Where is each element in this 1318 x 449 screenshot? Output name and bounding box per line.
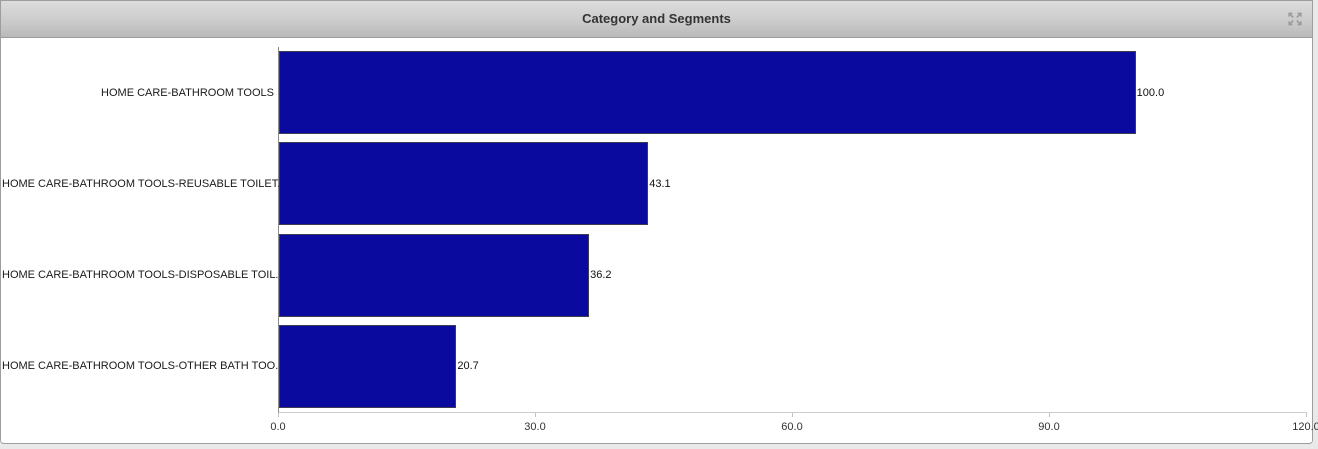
plot-area: HOME CARE-BATHROOM TOOLS 100.0 HOME CARE-B… xyxy=(2,47,1307,413)
bar[interactable] xyxy=(279,233,590,317)
bar[interactable] xyxy=(279,324,457,408)
expand-arrows-icon[interactable] xyxy=(1286,11,1304,27)
x-tick-mark xyxy=(1306,413,1307,417)
x-tick-label: 60.0 xyxy=(781,421,803,433)
panel-title: Category and Segments xyxy=(582,11,731,26)
x-tick-label: 120.0 xyxy=(1292,421,1318,433)
panel-header: Category and Segments xyxy=(1,1,1312,38)
x-tick-label: 0.0 xyxy=(270,421,286,433)
bar-chart: HOME CARE-BATHROOM TOOLS 100.0 HOME CARE-B… xyxy=(1,38,1318,442)
bar-row: HOME CARE-BATHROOM TOOLS-DISPOSABLE TOIL… xyxy=(2,230,1307,321)
x-tick-mark xyxy=(792,413,793,417)
category-label: HOME CARE-BATHROOM TOOLS xyxy=(101,86,274,99)
bar[interactable] xyxy=(279,51,1136,135)
category-label: HOME CARE-BATHROOM TOOLS-DISPOSABLE TOIL… xyxy=(2,269,279,282)
category-label: HOME CARE-BATHROOM TOOLS-REUSABLE TOILET… xyxy=(2,177,279,190)
bar-row: HOME CARE-BATHROOM TOOLS-REUSABLE TOILET… xyxy=(2,138,1307,229)
bar[interactable] xyxy=(279,142,649,226)
bar-row: HOME CARE-BATHROOM TOOLS-OTHER BATH TOO.… xyxy=(2,321,1307,412)
bar-row: HOME CARE-BATHROOM TOOLS 100.0 xyxy=(101,47,1307,138)
x-tick-mark xyxy=(535,413,536,417)
x-tick-mark xyxy=(278,413,279,417)
x-tick-mark xyxy=(1049,413,1050,417)
x-axis: 0.0 30.0 60.0 90.0 120.0 xyxy=(270,413,1318,439)
category-label: HOME CARE-BATHROOM TOOLS-OTHER BATH TOO.… xyxy=(2,360,279,373)
value-label: 100.0 xyxy=(1136,86,1165,99)
value-label: 43.1 xyxy=(649,177,671,190)
value-label: 36.2 xyxy=(590,269,612,282)
x-tick-label: 30.0 xyxy=(524,421,546,433)
value-label: 20.7 xyxy=(457,360,479,373)
x-tick-label: 90.0 xyxy=(1038,421,1060,433)
